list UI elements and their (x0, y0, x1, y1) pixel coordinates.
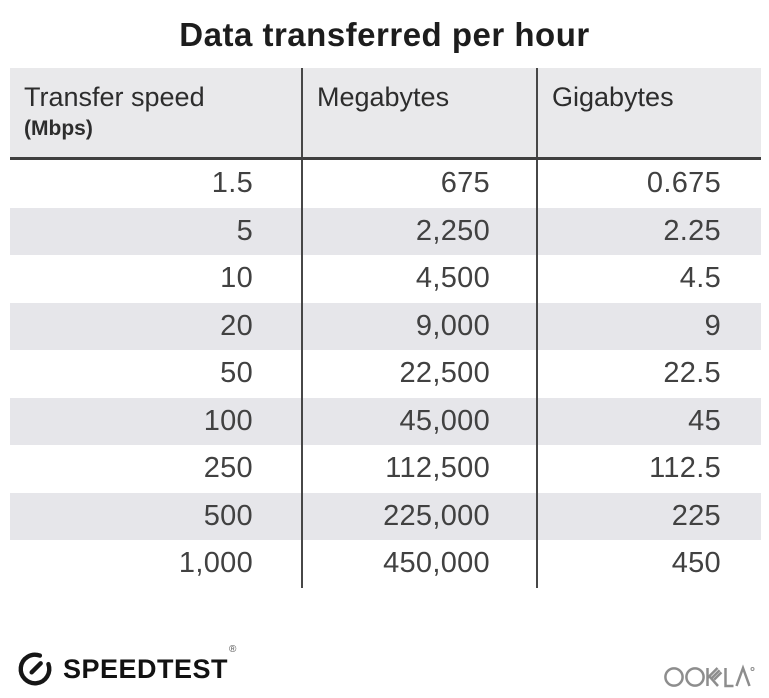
speedtest-gauge-icon (16, 650, 54, 688)
cell-megabytes: 4,500 (303, 255, 538, 303)
cell-megabytes: 112,500 (303, 445, 538, 493)
cell-speed: 5 (10, 207, 303, 255)
header-megabytes-label: Megabytes (317, 82, 450, 112)
cell-gigabytes: 0.675 (646, 167, 721, 200)
table-row: 100 45,000 45 (10, 397, 761, 445)
table-row: 500 225,000 225 (10, 492, 761, 540)
table-row: 10 4,500 4.5 (10, 255, 761, 303)
header-gigabytes-label: Gigabytes (552, 82, 674, 112)
cell-gigabytes: 2.25 (663, 214, 721, 247)
cell-speed: 100 (10, 397, 303, 445)
cell-speed: 500 (10, 492, 303, 540)
cell-gigabytes: 112.5 (649, 452, 721, 485)
data-table: Transfer speed (Mbps) Megabytes Gigabyte… (10, 68, 761, 588)
cell-megabytes: 9,000 (303, 302, 538, 350)
table-header-row: Transfer speed (Mbps) Megabytes Gigabyte… (10, 68, 761, 160)
table-row: 20 9,000 9 (10, 302, 761, 350)
cell-megabytes: 675 (303, 160, 538, 208)
cell-gigabytes: 450 (671, 547, 721, 580)
ookla-logotype-icon (664, 664, 755, 688)
cell-megabytes: 22,500 (303, 350, 538, 398)
speedtest-logo: SPEEDTEST® (16, 643, 237, 688)
header-transfer-speed-label: Transfer speed (24, 82, 205, 112)
cell-speed: 50 (10, 350, 303, 398)
cell-speed: 1,000 (10, 540, 303, 588)
table-body: 1.5 675 0.675 5 2,250 2.25 10 4,500 4.5 … (10, 160, 761, 588)
cell-megabytes: 2,250 (303, 207, 538, 255)
cell-speed: 250 (10, 445, 303, 493)
table-row: 5 2,250 2.25 (10, 207, 761, 255)
header-gigabytes: Gigabytes (538, 68, 761, 157)
header-mbps-unit-label: (Mbps) (24, 117, 93, 141)
speedtest-wordmark: SPEEDTEST® (63, 643, 237, 684)
table-row: 250 112,500 112.5 (10, 445, 761, 493)
cell-speed: 10 (10, 255, 303, 303)
cell-megabytes: 450,000 (303, 540, 538, 588)
table-row: 1.5 675 0.675 (10, 160, 761, 208)
cell-gigabytes: 225 (671, 499, 721, 532)
header-megabytes: Megabytes (303, 68, 538, 157)
table-row: 1,000 450,000 450 (10, 540, 761, 588)
cell-speed: 20 (10, 302, 303, 350)
table-row: 50 22,500 22.5 (10, 350, 761, 398)
cell-megabytes: 45,000 (303, 397, 538, 445)
cell-speed: 1.5 (10, 160, 303, 208)
page-title: Data transferred per hour (179, 16, 590, 53)
cell-gigabytes: 45 (688, 404, 721, 437)
header-transfer-speed: Transfer speed (Mbps) (10, 68, 303, 157)
cell-gigabytes: 4.5 (679, 262, 721, 295)
cell-megabytes: 225,000 (303, 492, 538, 540)
ookla-logo (663, 658, 757, 695)
trademark-symbol: ® (229, 643, 237, 655)
cell-gigabytes: 22.5 (663, 357, 721, 390)
cell-gigabytes: 9 (704, 309, 721, 342)
